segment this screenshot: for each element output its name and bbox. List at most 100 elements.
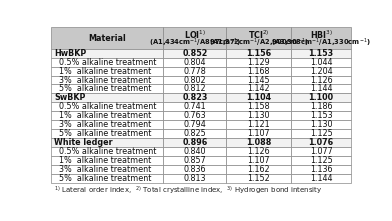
Bar [227, 27, 291, 49]
Bar [51, 120, 163, 129]
Text: 1.125: 1.125 [310, 129, 332, 138]
Bar [291, 165, 351, 174]
Text: 0.5% alkaline treatment: 0.5% alkaline treatment [54, 102, 156, 111]
Bar [51, 49, 163, 58]
Bar [291, 111, 351, 120]
Text: TCI$^{2)}$: TCI$^{2)}$ [248, 28, 270, 41]
Text: 3%  alkaline treatment: 3% alkaline treatment [54, 120, 151, 129]
Text: White ledger: White ledger [54, 138, 113, 147]
Bar [51, 76, 163, 84]
Bar [51, 156, 163, 165]
Text: 5%  alkaline treatment: 5% alkaline treatment [54, 129, 152, 138]
Text: 0.825: 0.825 [183, 129, 206, 138]
Text: 0.778: 0.778 [183, 67, 206, 76]
Text: 1%  alkaline treatment: 1% alkaline treatment [54, 156, 151, 165]
Bar [291, 147, 351, 156]
Bar [291, 76, 351, 84]
Text: 0.813: 0.813 [183, 174, 206, 183]
Text: 1.125: 1.125 [310, 156, 332, 165]
Text: 1.144: 1.144 [310, 174, 332, 183]
Bar [291, 27, 351, 49]
Text: 1.156: 1.156 [246, 49, 271, 58]
Text: 1.130: 1.130 [247, 111, 270, 120]
Bar [227, 84, 291, 93]
Bar [51, 165, 163, 174]
Bar [163, 174, 227, 183]
Text: 3%  alkaline treatment: 3% alkaline treatment [54, 76, 151, 84]
Text: 0.794: 0.794 [183, 120, 206, 129]
Text: 0.823: 0.823 [182, 93, 208, 103]
Text: 1%  alkaline treatment: 1% alkaline treatment [54, 67, 151, 76]
Text: 1.153: 1.153 [309, 49, 334, 58]
Text: 0.812: 0.812 [183, 84, 206, 93]
Bar [51, 129, 163, 138]
Text: 0.836: 0.836 [183, 165, 206, 174]
Text: 0.5% alkaline treatment: 0.5% alkaline treatment [54, 147, 156, 156]
Bar [163, 93, 227, 102]
Bar [291, 120, 351, 129]
Bar [227, 49, 291, 58]
Text: 1.088: 1.088 [246, 138, 272, 147]
Bar [291, 58, 351, 67]
Bar [51, 27, 163, 49]
Bar [163, 27, 227, 49]
Bar [291, 102, 351, 111]
Text: 1.136: 1.136 [310, 165, 332, 174]
Bar [163, 129, 227, 138]
Text: (A3,308cm$^{-1}$/A1,330cm$^{-1}$): (A3,308cm$^{-1}$/A1,330cm$^{-1}$) [271, 36, 371, 49]
Bar [163, 67, 227, 76]
Text: 1.107: 1.107 [247, 156, 270, 165]
Text: 1.104: 1.104 [246, 93, 271, 103]
Bar [163, 102, 227, 111]
Text: 1.100: 1.100 [309, 93, 334, 103]
Bar [291, 129, 351, 138]
Text: 0.763: 0.763 [183, 111, 206, 120]
Text: 1.144: 1.144 [310, 84, 332, 93]
Text: 0.5% alkaline treatment: 0.5% alkaline treatment [54, 58, 156, 67]
Text: 1.077: 1.077 [310, 147, 332, 156]
Text: (A1,434cm$^{-1}$/A897cm$^{-1}$): (A1,434cm$^{-1}$/A897cm$^{-1}$) [149, 36, 241, 49]
Text: 1.158: 1.158 [247, 102, 270, 111]
Text: 5%  alkaline treatment: 5% alkaline treatment [54, 84, 152, 93]
Bar [51, 147, 163, 156]
Text: 1.168: 1.168 [247, 67, 270, 76]
Text: 5%  alkaline treatment: 5% alkaline treatment [54, 174, 152, 183]
Text: 1.152: 1.152 [247, 174, 270, 183]
Bar [227, 138, 291, 147]
Bar [163, 49, 227, 58]
Bar [227, 111, 291, 120]
Bar [163, 120, 227, 129]
Bar [51, 138, 163, 147]
Bar [291, 67, 351, 76]
Bar [227, 67, 291, 76]
Text: 1.107: 1.107 [247, 129, 270, 138]
Text: 1.153: 1.153 [310, 111, 332, 120]
Text: 0.804: 0.804 [183, 58, 206, 67]
Bar [51, 93, 163, 102]
Text: 1.129: 1.129 [247, 58, 270, 67]
Bar [163, 165, 227, 174]
Text: 1.044: 1.044 [310, 58, 332, 67]
Text: 1.145: 1.145 [247, 76, 270, 84]
Bar [51, 67, 163, 76]
Text: 1%  alkaline treatment: 1% alkaline treatment [54, 111, 151, 120]
Bar [291, 84, 351, 93]
Bar [227, 165, 291, 174]
Bar [163, 138, 227, 147]
Bar [51, 111, 163, 120]
Bar [51, 102, 163, 111]
Text: Material: Material [88, 34, 126, 42]
Bar [227, 102, 291, 111]
Text: 0.896: 0.896 [182, 138, 207, 147]
Text: 1.126: 1.126 [247, 147, 270, 156]
Bar [227, 129, 291, 138]
Text: 3%  alkaline treatment: 3% alkaline treatment [54, 165, 151, 174]
Bar [227, 76, 291, 84]
Text: HBI$^{3)}$: HBI$^{3)}$ [310, 28, 333, 41]
Bar [291, 156, 351, 165]
Bar [163, 76, 227, 84]
Bar [163, 58, 227, 67]
Text: SwBKP: SwBKP [54, 93, 85, 103]
Text: $^{1)}$ Lateral order index,  $^{2)}$ Total crystalline index,  $^{3)}$ Hydrogen: $^{1)}$ Lateral order index, $^{2)}$ Tot… [54, 185, 322, 197]
Bar [51, 84, 163, 93]
